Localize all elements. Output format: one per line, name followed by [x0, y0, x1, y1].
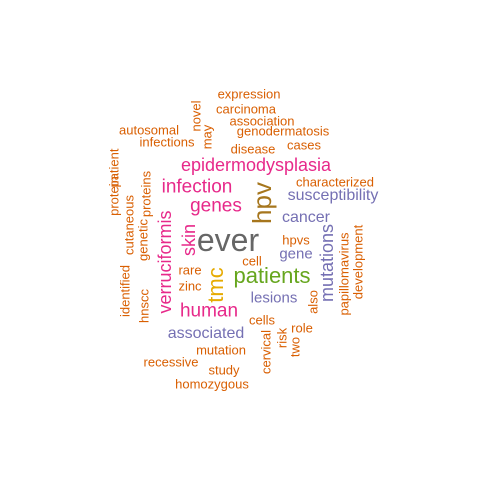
word: cutaneous: [121, 195, 137, 255]
word: epidermodysplasia: [180, 155, 332, 175]
word: disease: [230, 141, 276, 157]
word: cancer: [281, 209, 331, 226]
word: autosomal: [119, 122, 179, 138]
word: papillomavirus: [336, 232, 352, 316]
word: zinc: [178, 278, 202, 294]
word: may: [199, 124, 215, 150]
word: genodermatosis: [236, 123, 330, 139]
word: development: [350, 224, 366, 300]
word: lesions: [250, 289, 298, 307]
word: cell: [242, 253, 262, 269]
word: characterized: [295, 174, 375, 190]
word: mutations: [317, 223, 337, 303]
word: two: [287, 336, 303, 358]
word: identified: [117, 264, 133, 318]
word: hpvs: [282, 232, 310, 248]
word: study: [208, 362, 240, 378]
word: infections: [139, 134, 195, 150]
word: also: [305, 290, 321, 314]
word: role: [291, 320, 313, 336]
word: skin: [179, 223, 199, 257]
word: cells: [248, 312, 276, 328]
word: patient: [106, 148, 122, 188]
word: association: [229, 113, 295, 129]
word: ever: [196, 222, 260, 258]
word: tmc: [203, 267, 228, 303]
word: rare: [178, 262, 202, 278]
word: carcinoma: [216, 101, 276, 117]
word: expression: [217, 86, 281, 102]
word: cases: [287, 137, 321, 153]
word: infection: [161, 176, 233, 198]
word: proteins: [138, 170, 154, 218]
word: genes: [190, 195, 242, 217]
word: patients: [233, 263, 311, 288]
word: verruciformis: [155, 210, 175, 314]
word: cervical: [258, 329, 274, 375]
word: gene: [279, 245, 313, 263]
word: hpv: [247, 182, 277, 224]
word: recessive: [143, 354, 199, 370]
word: susceptibility: [287, 187, 379, 204]
word: homozygous: [175, 376, 249, 392]
word: hnscc: [136, 289, 152, 323]
word: human: [179, 300, 239, 322]
word: associated: [167, 325, 245, 342]
word: genetic: [135, 219, 151, 261]
word: mutation: [196, 342, 246, 358]
